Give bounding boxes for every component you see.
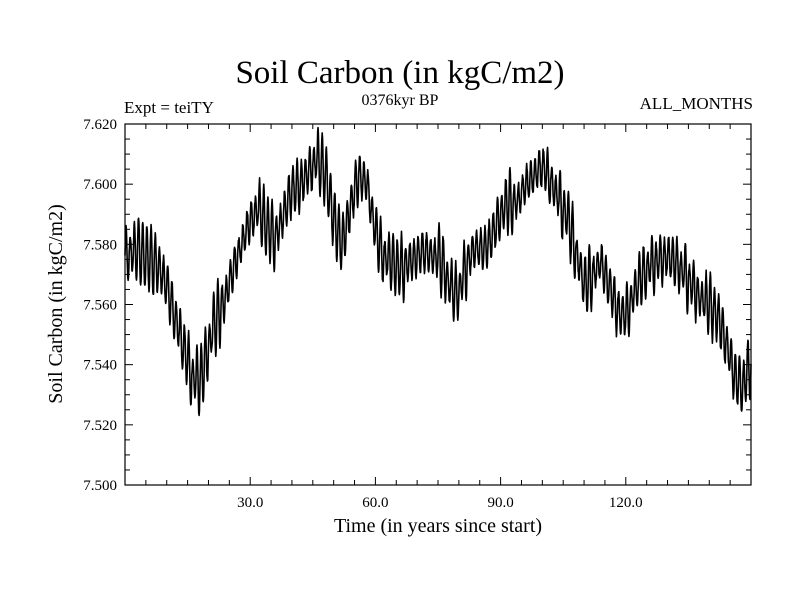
x-tick-label: 60.0 — [362, 495, 388, 511]
y-tick-label: 7.620 — [83, 117, 117, 133]
y-tick-label: 7.500 — [83, 478, 117, 494]
y-tick-label: 7.560 — [83, 298, 117, 314]
months-label: ALL_MONTHS — [639, 94, 753, 113]
y-axis-label: Soil Carbon (in kgC/m2) — [45, 204, 67, 403]
x-tick-label: 30.0 — [237, 495, 263, 511]
chart-subtitle: 0376kyr BP — [361, 92, 439, 109]
x-tick-label: 90.0 — [487, 495, 513, 511]
experiment-label: Expt = teiTY — [124, 98, 214, 117]
y-tick-label: 7.600 — [83, 177, 117, 193]
y-tick-label: 7.520 — [83, 418, 117, 434]
y-tick-labels: 7.500 7.520 7.540 7.560 7.580 7.600 7.620 — [83, 117, 117, 494]
x-tick-label: 120.0 — [609, 495, 643, 511]
chart-title: Soil Carbon (in kgC/m2) — [235, 55, 565, 91]
y-tick-label: 7.540 — [83, 358, 117, 374]
series-line-soil-carbon — [124, 126, 752, 417]
x-axis-label: Time (in years since start) — [334, 515, 542, 537]
plot-frame — [124, 123, 752, 486]
y-tick-label: 7.580 — [83, 237, 117, 253]
x-tick-labels: 30.0 60.0 90.0 120.0 — [237, 495, 643, 511]
